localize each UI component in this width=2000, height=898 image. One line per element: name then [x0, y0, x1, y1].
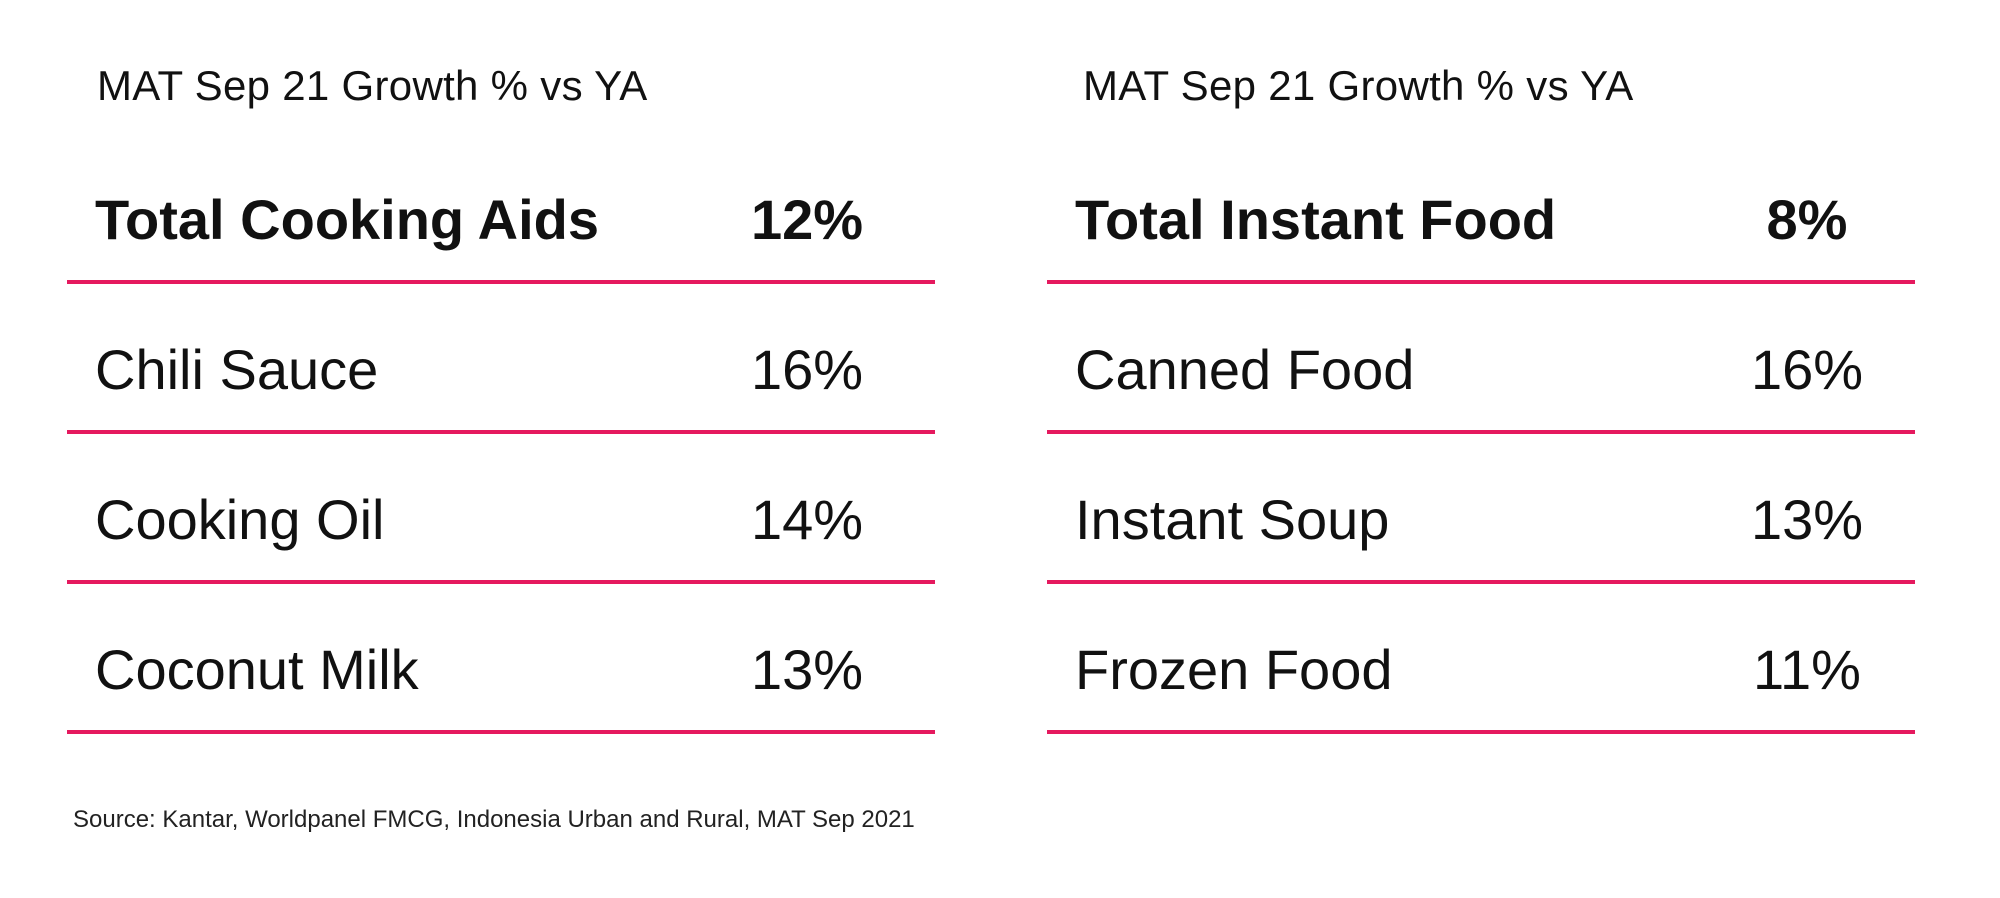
row-value: 8% — [1766, 188, 1848, 251]
table-row-total: Total Instant Food 8% — [1047, 134, 1915, 284]
table-row: Chili Sauce 16% — [67, 284, 935, 434]
row-label: Coconut Milk — [95, 638, 419, 701]
row-label: Instant Soup — [1075, 488, 1390, 551]
row-value: 16% — [1750, 338, 1864, 401]
row-value: 13% — [1750, 488, 1864, 551]
table-subtitle: MAT Sep 21 Growth % vs YA — [97, 62, 648, 109]
row-value: 11% — [1753, 638, 1861, 701]
table-row: Instant Soup 13% — [1047, 434, 1915, 584]
row-value: 14% — [750, 488, 864, 551]
instant-food-table: MAT Sep 21 Growth % vs YA Total Instant … — [1047, 0, 1915, 760]
row-label: Frozen Food — [1075, 638, 1393, 701]
source-note: Source: Kantar, Worldpanel FMCG, Indones… — [73, 806, 915, 833]
table-row: Coconut Milk 13% — [67, 584, 935, 734]
row-value: 16% — [750, 338, 864, 401]
cooking-aids-table: MAT Sep 21 Growth % vs YA Total Cooking … — [67, 0, 935, 760]
table-row-total: Total Cooking Aids 12% — [67, 134, 935, 284]
table-row: Canned Food 16% — [1047, 284, 1915, 434]
row-label: Total Instant Food — [1075, 188, 1557, 251]
row-label: Total Cooking Aids — [95, 188, 599, 251]
table-subtitle: MAT Sep 21 Growth % vs YA — [1083, 62, 1634, 109]
table-row: Frozen Food 11% — [1047, 584, 1915, 734]
row-label: Canned Food — [1075, 338, 1415, 401]
row-value: 13% — [750, 638, 864, 701]
row-label: Cooking Oil — [95, 488, 385, 551]
row-label: Chili Sauce — [95, 338, 379, 401]
row-value: 12% — [750, 188, 864, 251]
table-row: Cooking Oil 14% — [67, 434, 935, 584]
